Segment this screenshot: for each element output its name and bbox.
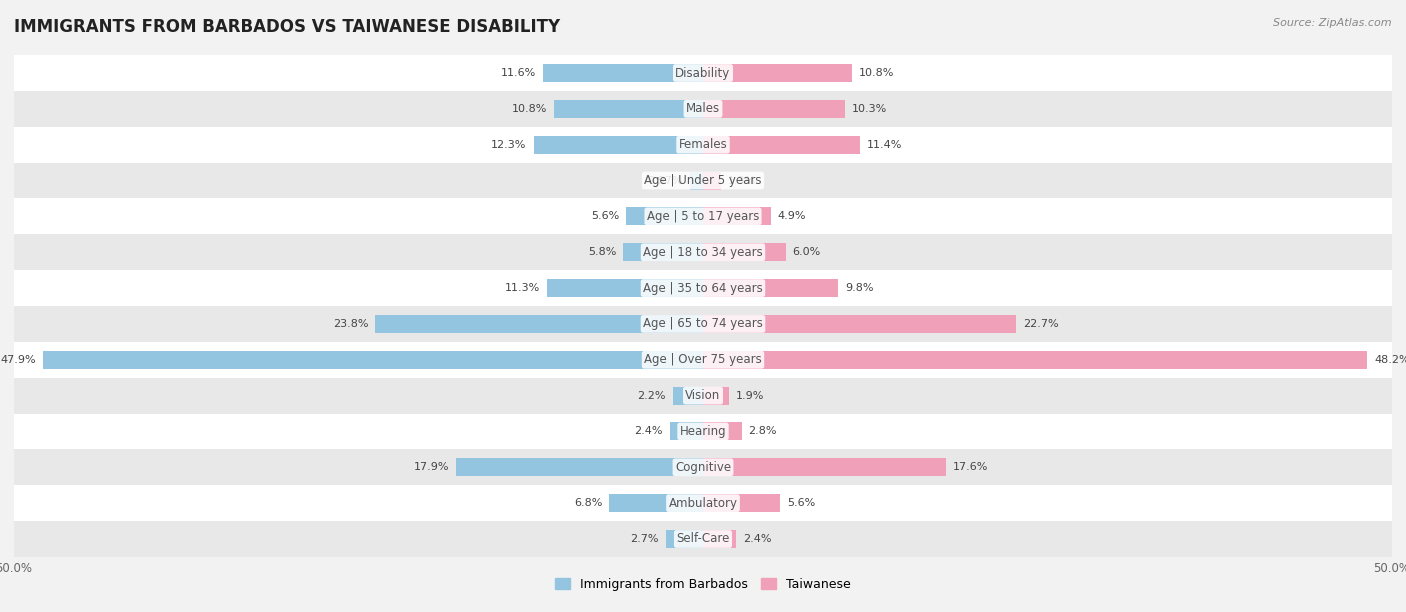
Bar [14, 485, 1392, 521]
Text: Age | Under 5 years: Age | Under 5 years [644, 174, 762, 187]
Bar [703, 64, 852, 82]
Bar [14, 91, 1392, 127]
Text: 2.4%: 2.4% [634, 427, 664, 436]
Text: 12.3%: 12.3% [491, 140, 527, 150]
Bar [547, 279, 703, 297]
Text: Vision: Vision [685, 389, 721, 402]
Text: 17.6%: 17.6% [952, 462, 988, 472]
Bar [609, 494, 703, 512]
Text: Age | 65 to 74 years: Age | 65 to 74 years [643, 318, 763, 330]
Bar [689, 171, 703, 190]
Text: 10.8%: 10.8% [859, 68, 894, 78]
Bar [623, 244, 703, 261]
Text: 10.8%: 10.8% [512, 104, 547, 114]
Text: Cognitive: Cognitive [675, 461, 731, 474]
Legend: Immigrants from Barbados, Taiwanese: Immigrants from Barbados, Taiwanese [550, 573, 856, 596]
Text: Self-Care: Self-Care [676, 532, 730, 545]
Text: Males: Males [686, 102, 720, 115]
Bar [14, 163, 1392, 198]
Text: Disability: Disability [675, 67, 731, 80]
Bar [703, 207, 770, 225]
Bar [14, 127, 1392, 163]
Text: 9.8%: 9.8% [845, 283, 873, 293]
Bar [672, 387, 703, 405]
Bar [703, 136, 860, 154]
Text: 5.8%: 5.8% [588, 247, 616, 257]
Bar [14, 378, 1392, 414]
Text: 47.9%: 47.9% [0, 355, 37, 365]
Text: Age | Over 75 years: Age | Over 75 years [644, 353, 762, 366]
Text: 23.8%: 23.8% [333, 319, 368, 329]
Text: 5.6%: 5.6% [591, 211, 619, 222]
Text: 11.6%: 11.6% [501, 68, 536, 78]
Bar [703, 351, 1367, 368]
Text: 2.7%: 2.7% [630, 534, 659, 544]
Text: 10.3%: 10.3% [852, 104, 887, 114]
Text: IMMIGRANTS FROM BARBADOS VS TAIWANESE DISABILITY: IMMIGRANTS FROM BARBADOS VS TAIWANESE DI… [14, 18, 560, 36]
Bar [554, 100, 703, 118]
Text: 4.9%: 4.9% [778, 211, 806, 222]
Bar [375, 315, 703, 333]
Text: 6.8%: 6.8% [574, 498, 602, 508]
Bar [703, 494, 780, 512]
Text: 1.3%: 1.3% [728, 176, 756, 185]
Text: Age | 5 to 17 years: Age | 5 to 17 years [647, 210, 759, 223]
Bar [44, 351, 703, 368]
Text: Hearing: Hearing [679, 425, 727, 438]
Text: 17.9%: 17.9% [413, 462, 450, 472]
Bar [669, 422, 703, 441]
Bar [703, 387, 730, 405]
Bar [533, 136, 703, 154]
Bar [703, 279, 838, 297]
Text: Females: Females [679, 138, 727, 151]
Bar [703, 530, 737, 548]
Bar [14, 521, 1392, 557]
Text: 1.9%: 1.9% [737, 390, 765, 401]
Text: 6.0%: 6.0% [793, 247, 821, 257]
Bar [703, 422, 741, 441]
Text: 5.6%: 5.6% [787, 498, 815, 508]
Bar [703, 100, 845, 118]
Bar [703, 315, 1015, 333]
Text: Ambulatory: Ambulatory [668, 497, 738, 510]
Bar [703, 171, 721, 190]
Bar [14, 414, 1392, 449]
Bar [14, 234, 1392, 270]
Text: 2.8%: 2.8% [748, 427, 778, 436]
Bar [14, 306, 1392, 342]
Bar [14, 270, 1392, 306]
Text: Source: ZipAtlas.com: Source: ZipAtlas.com [1274, 18, 1392, 28]
Text: 2.2%: 2.2% [637, 390, 666, 401]
Bar [14, 55, 1392, 91]
Bar [14, 198, 1392, 234]
Bar [626, 207, 703, 225]
Text: 11.4%: 11.4% [868, 140, 903, 150]
Text: 2.4%: 2.4% [742, 534, 772, 544]
Text: Age | 35 to 64 years: Age | 35 to 64 years [643, 282, 763, 294]
Bar [543, 64, 703, 82]
Text: Age | 18 to 34 years: Age | 18 to 34 years [643, 246, 763, 259]
Bar [14, 449, 1392, 485]
Bar [666, 530, 703, 548]
Text: 11.3%: 11.3% [505, 283, 540, 293]
Bar [703, 244, 786, 261]
Bar [14, 342, 1392, 378]
Bar [703, 458, 945, 476]
Bar [457, 458, 703, 476]
Text: 0.97%: 0.97% [647, 176, 683, 185]
Text: 22.7%: 22.7% [1022, 319, 1059, 329]
Text: 48.2%: 48.2% [1374, 355, 1406, 365]
